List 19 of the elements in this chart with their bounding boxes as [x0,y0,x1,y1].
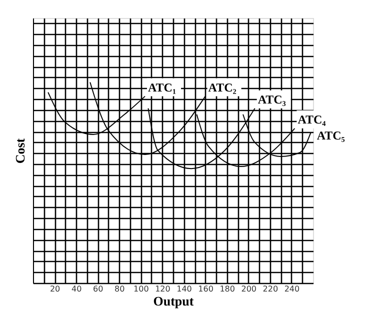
x-tick-label: 200 [241,284,257,294]
x-tick-label: 80 [114,284,125,294]
x-tick-label: 20 [50,284,60,294]
series-label: ATC₄ [298,112,326,126]
series-label: ATC₃ [258,92,286,106]
x-tick-label: 160 [198,284,214,294]
x-tick-label: 60 [93,284,104,294]
series-label: ATC₂ [208,80,237,94]
x-tick-label: 140 [176,284,192,294]
x-tick-label: 240 [284,284,300,294]
x-tick-label: 220 [262,284,278,294]
x-axis-title: Output [153,294,194,308]
series-label: ATC₅ [316,128,346,142]
x-tick-label: 40 [71,284,82,294]
x-tick-label: 180 [220,284,235,294]
series-label: ATC₁ [148,80,176,94]
y-axis-title: Cost [12,138,28,164]
x-tick-label: 100 [134,284,149,294]
x-tick-label: 120 [155,284,170,294]
